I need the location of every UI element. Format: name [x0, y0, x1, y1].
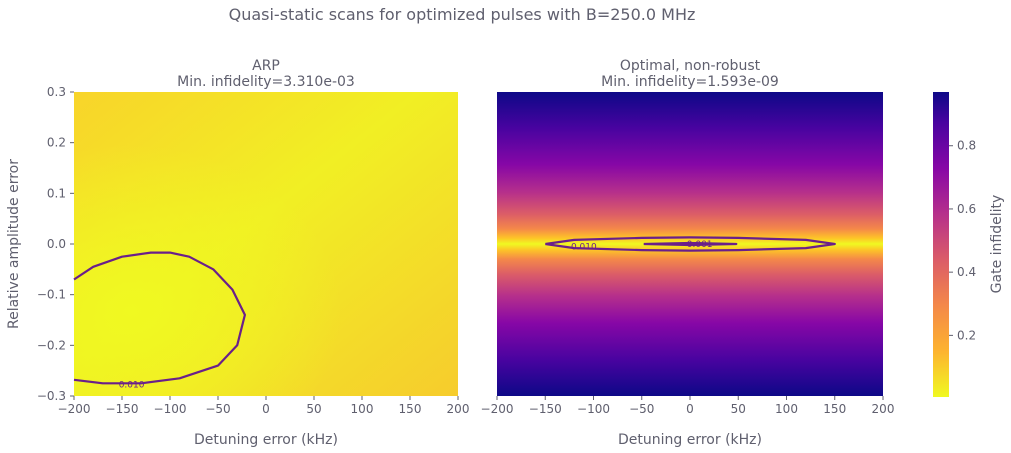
- optimal-xlabel: Detuning error (kHz): [618, 432, 762, 448]
- arp-xtick-label: −100: [154, 402, 187, 416]
- colorbar-tick-label: 0.4: [957, 265, 976, 279]
- optimal-contour-label: 0.001: [687, 240, 713, 250]
- arp-xtick-label: −150: [106, 402, 139, 416]
- optimal-xtick-label: 150: [823, 402, 846, 416]
- arp-ytick-label: 0.3: [47, 85, 66, 99]
- optimal-xtick-label: −150: [529, 402, 562, 416]
- arp-ytick-label: 0.1: [47, 186, 66, 200]
- arp-xtick-label: −50: [205, 402, 230, 416]
- arp-xtick-label: 150: [399, 402, 422, 416]
- arp-xtick-label: 0: [262, 402, 270, 416]
- optimal-xtick-label: 100: [775, 402, 798, 416]
- arp-xtick-label: −200: [58, 402, 91, 416]
- arp-panel: ARP Min. infidelity=3.310e-03 0.010 −200…: [6, 58, 469, 448]
- colorbar: 0.2 0.4 0.6 0.8 Gate infidelity: [933, 92, 1005, 397]
- arp-subtitle: Min. infidelity=3.310e-03: [177, 74, 355, 90]
- arp-ytick-label: −0.1: [37, 288, 66, 302]
- optimal-xtick-label: 0: [686, 402, 694, 416]
- colorbar-tick-label: 0.6: [957, 202, 976, 216]
- colorbar-gradient: [933, 92, 949, 397]
- arp-ytick-label: −0.3: [37, 389, 66, 403]
- optimal-title: Optimal, non-robust: [620, 58, 761, 74]
- optimal-subtitle: Min. infidelity=1.593e-09: [601, 74, 779, 90]
- figure-title: Quasi-static scans for optimized pulses …: [229, 5, 696, 24]
- ylabel: Relative amplitude error: [6, 159, 22, 329]
- arp-xtick-label: 50: [306, 402, 321, 416]
- optimal-panel: Optimal, non-robust Min. infidelity=1.59…: [481, 58, 895, 448]
- arp-xtick-label: 100: [351, 402, 374, 416]
- arp-ytick-label: −0.2: [37, 338, 66, 352]
- arp-title: ARP: [252, 58, 280, 74]
- optimal-xtick-label: −100: [577, 402, 610, 416]
- arp-xlabel: Detuning error (kHz): [194, 432, 338, 448]
- arp-ytick-label: 0.2: [47, 136, 66, 150]
- optimal-contour-0.010: [545, 236, 836, 252]
- arp-contour-label: 0.010: [119, 380, 145, 390]
- colorbar-tick-label: 0.8: [957, 139, 976, 153]
- arp-xtick-label: 200: [447, 402, 470, 416]
- optimal-contour-label: 0.010: [571, 243, 597, 253]
- colorbar-tick-label: 0.2: [957, 328, 976, 342]
- arp-contour-0.010: [73, 251, 246, 385]
- optimal-xtick-label: −50: [629, 402, 654, 416]
- arp-heatmap: [74, 92, 458, 396]
- optimal-xtick-label: 200: [872, 402, 895, 416]
- colorbar-label: Gate infidelity: [989, 195, 1005, 294]
- optimal-xtick-label: 50: [731, 402, 746, 416]
- optimal-contour-0.001: [643, 241, 738, 247]
- optimal-xtick-label: −200: [481, 402, 514, 416]
- arp-ytick-label: 0.0: [47, 237, 66, 251]
